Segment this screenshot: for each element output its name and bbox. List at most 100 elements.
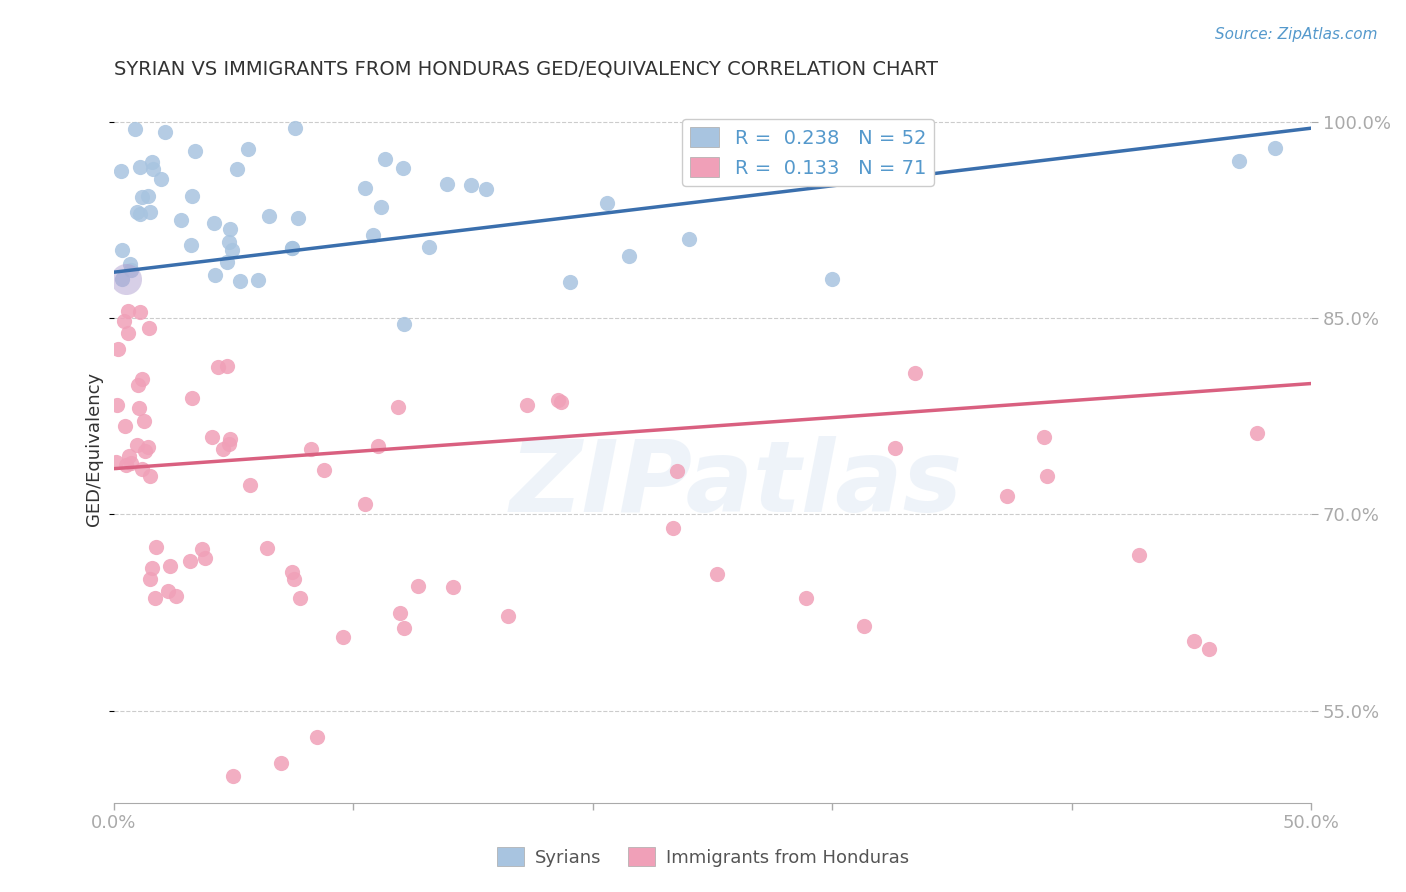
Point [678, 232, 700, 246]
Point [353, 181, 375, 195]
Point [475, 182, 498, 196]
Point [183, 144, 205, 158]
Point [662, 521, 685, 535]
Point [149, 172, 172, 186]
Point [136, 189, 159, 203]
Point [138, 204, 160, 219]
Point [218, 437, 240, 451]
Point [307, 730, 329, 744]
Point [314, 463, 336, 477]
Point [239, 478, 262, 492]
Point [181, 189, 204, 203]
Point [191, 541, 214, 556]
Point [181, 391, 204, 405]
Point [1227, 153, 1250, 168]
Point [129, 206, 152, 220]
Point [117, 449, 139, 463]
Point [332, 630, 354, 644]
Point [418, 240, 440, 254]
Point [283, 572, 305, 586]
Point [134, 444, 156, 458]
Point [132, 414, 155, 428]
Point [229, 274, 252, 288]
Point [367, 439, 389, 453]
Text: ZIPatlas: ZIPatlas [510, 436, 963, 533]
Point [706, 567, 728, 582]
Point [370, 201, 392, 215]
Point [392, 161, 415, 176]
Point [1128, 548, 1150, 562]
Point [129, 161, 152, 175]
Point [105, 455, 128, 469]
Point [256, 541, 278, 555]
Point [852, 619, 875, 633]
Point [117, 304, 139, 318]
Point [114, 418, 136, 433]
Point [138, 440, 160, 454]
Point [1198, 642, 1220, 657]
Point [117, 326, 139, 341]
Point [131, 189, 153, 203]
Point [180, 238, 202, 252]
Point [1246, 426, 1268, 441]
Point [120, 456, 142, 470]
Point [142, 162, 165, 177]
Point [387, 400, 409, 414]
Y-axis label: GED/Equivalency: GED/Equivalency [86, 372, 103, 526]
Point [128, 401, 150, 416]
Point [287, 211, 309, 226]
Point [179, 553, 201, 567]
Point [219, 222, 242, 236]
Point [111, 244, 134, 258]
Point [222, 769, 245, 783]
Point [145, 540, 167, 554]
Point [281, 241, 304, 255]
Point [883, 442, 905, 456]
Point [215, 359, 238, 373]
Point [460, 178, 482, 193]
Point [281, 241, 304, 255]
Point [246, 273, 269, 287]
Point [550, 395, 572, 409]
Point [129, 305, 152, 319]
Point [141, 155, 163, 169]
Point [270, 756, 292, 771]
Point [236, 143, 259, 157]
Point [436, 178, 458, 192]
Point [353, 497, 375, 511]
Point [138, 321, 160, 335]
Point [141, 561, 163, 575]
Point [995, 489, 1018, 503]
Point [1032, 429, 1054, 443]
Point [547, 392, 569, 407]
Point [153, 125, 176, 139]
Point [1264, 141, 1286, 155]
Point [131, 461, 153, 475]
Point [361, 228, 384, 243]
Point [212, 442, 235, 456]
Point [821, 272, 844, 286]
Point [281, 566, 304, 580]
Point [498, 608, 520, 623]
Point [221, 243, 243, 257]
Point [115, 458, 138, 472]
Point [138, 572, 160, 586]
Text: Source: ZipAtlas.com: Source: ZipAtlas.com [1215, 27, 1378, 42]
Point [131, 372, 153, 386]
Legend: Syrians, Immigrants from Honduras: Syrians, Immigrants from Honduras [489, 840, 917, 874]
Point [110, 271, 132, 285]
Point [443, 580, 465, 594]
Point [159, 558, 181, 573]
Point [903, 366, 925, 380]
Point [225, 161, 247, 176]
Point [143, 591, 166, 605]
Point [218, 432, 240, 446]
Point [110, 164, 132, 178]
Point [120, 257, 142, 271]
Point [165, 589, 187, 603]
Point [201, 430, 224, 444]
Point [194, 551, 217, 566]
Point [127, 205, 149, 219]
Point [408, 579, 430, 593]
Point [202, 216, 225, 230]
